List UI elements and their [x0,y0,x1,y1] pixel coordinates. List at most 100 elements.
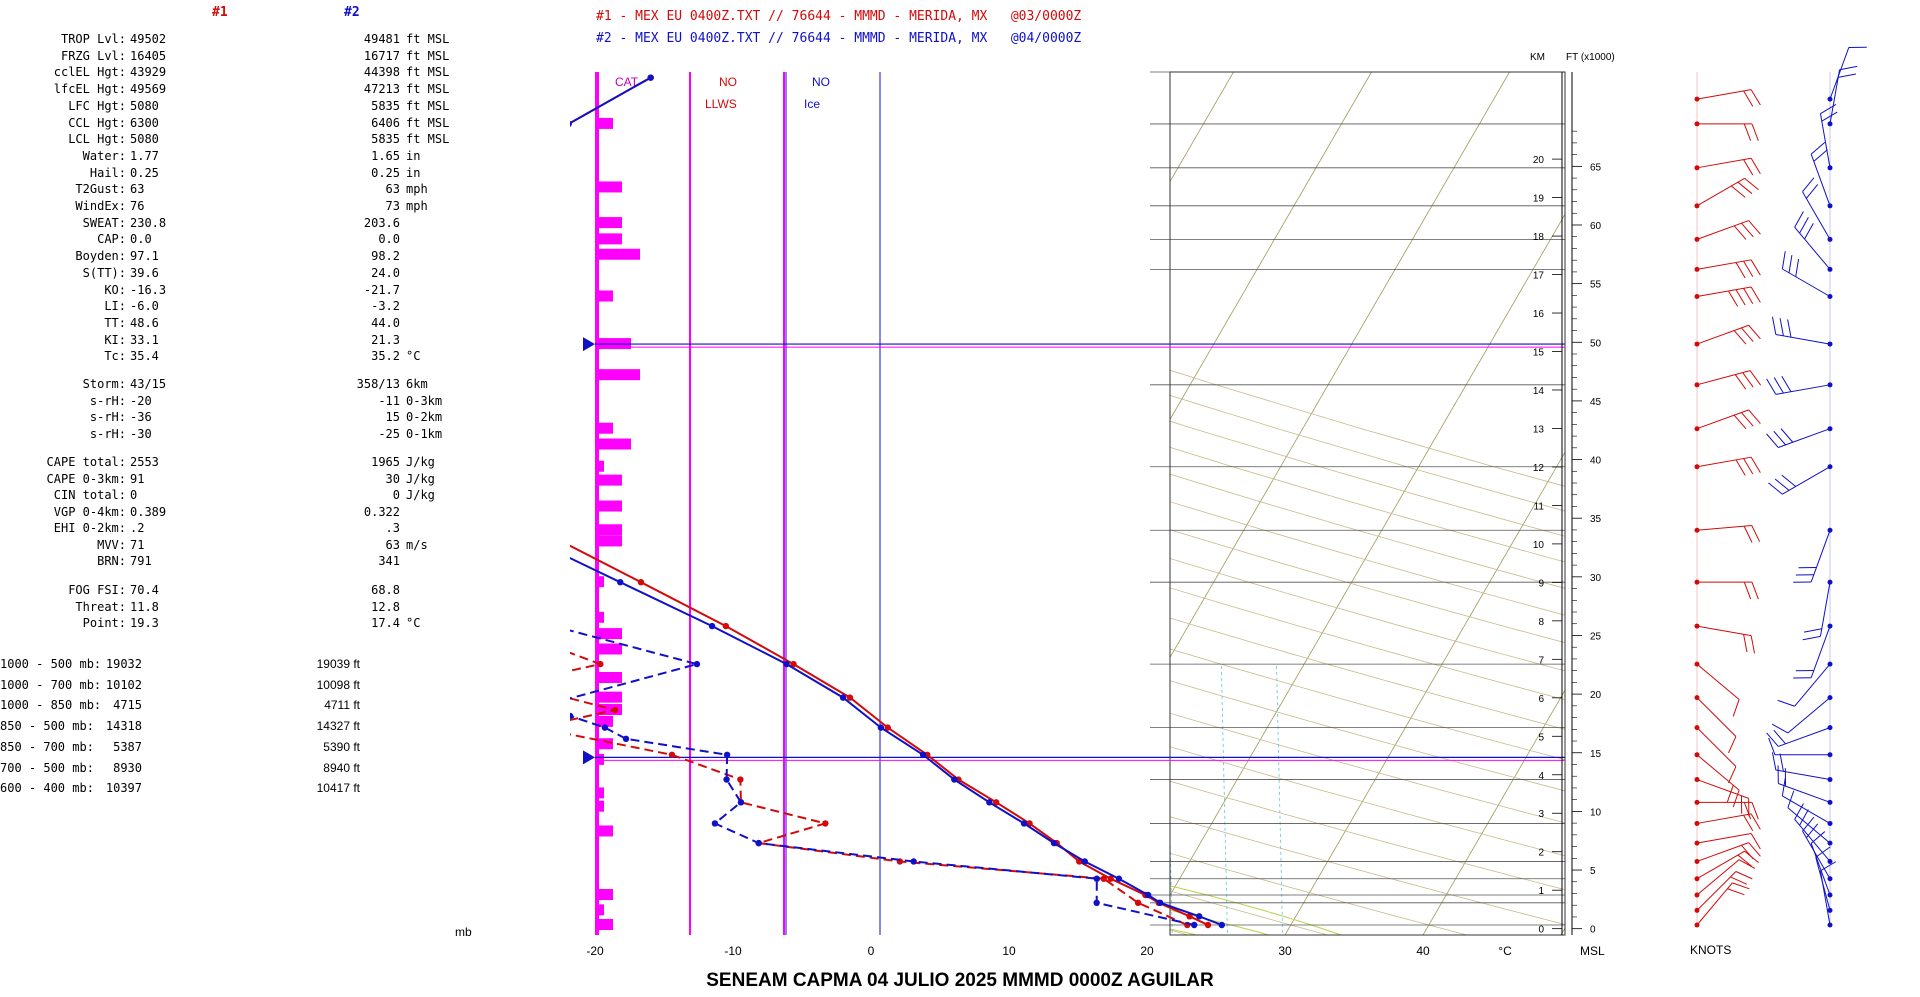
wind-barb-point [1694,752,1700,758]
wind-barb-flag [1804,223,1814,240]
mixing-ratio-line [1170,817,1173,935]
temperature-point [951,776,958,783]
dry-adiabat [1170,617,1565,730]
dewpoint-point [601,724,609,731]
mixing-ratio-line [780,664,786,939]
temp-axis-label: °C [1498,944,1512,958]
mixing-ratio-line [1056,664,1062,939]
mixing-ratio-line [1111,664,1117,939]
indices-v2: 5835 [371,98,400,113]
moist-adiabat [570,467,1076,939]
wind-barb-point [1694,96,1700,102]
cape-label: EHI 0-2km: [53,521,126,535]
wind-barb-point [1827,752,1833,758]
thickness-v1: 8930 [113,760,142,775]
cape-v1: 0 [130,488,138,502]
cape-v1: 791 [130,554,152,568]
thickness-v1: 14318 [105,719,142,734]
wind-barb-flag [1732,882,1750,890]
wind-barb-flag [1768,737,1776,755]
dry-adiabat [1170,712,1565,824]
storm-unit: 0-2km [406,410,443,424]
wind-barb-point [1694,426,1700,432]
wind-barb-flag [1734,374,1747,390]
llws-label-no: NO [719,75,737,89]
llws-label: LLWS [705,97,737,111]
wind-barb-flag [1748,220,1761,235]
wind-barb-flag [1781,474,1797,487]
indices-label: T2Gust: [75,182,126,197]
wind-barb-flag [1735,289,1746,306]
wind-barb-flag [1748,324,1761,340]
wind-barb-point [1827,820,1833,826]
cape-v2: .3 [385,521,400,535]
wind-barb-flag [1766,378,1777,395]
cat-bar [595,474,622,486]
dewpoint-point [723,751,731,758]
series-1 [570,74,1212,929]
km-tick-label: 8 [1538,617,1544,628]
wind-barb-shaft [1696,625,1752,637]
wind-barb-flag [1750,456,1761,473]
km-tick-label: 1 [1538,886,1544,897]
wind-barb-point [1694,777,1700,783]
storm-v1: -36 [130,410,152,424]
cat-bar [595,904,604,916]
cat-bar [595,671,622,683]
wind-barb-flag [1781,778,1786,797]
ft-tick-label: 60 [1590,221,1602,232]
dewpoint-point [822,820,829,827]
thickness-label: 1000 - 850 mb: [0,698,102,713]
dry-adiabat [570,72,922,939]
wind-barb-shaft [1794,226,1831,270]
km-tick-label: 2 [1538,848,1544,859]
indices-unit: mph [406,182,428,197]
wind-barb-point [1694,527,1700,533]
wind-barb-flag [1741,327,1754,342]
wind-barb-shaft [1696,524,1752,531]
indices-v2: -21.7 [363,282,400,297]
dewpoint-point [1093,899,1100,907]
wind-barb-shaft [1696,259,1752,270]
wind-barb-flag [1750,833,1761,850]
dewpoint-point [755,839,762,847]
wind-barb-shaft [1787,807,1831,844]
indices-v1: 33.1 [130,332,159,347]
thickness-v1: 4715 [113,698,142,713]
isotherm [1170,72,1372,421]
storm-v2: -25 [378,426,400,441]
wind-barb-shaft [1819,113,1831,168]
wind-barb-flag [1726,785,1734,803]
temp-tick-label: -10 [724,944,742,958]
wind-barb-flag [1742,372,1754,388]
indices-unit: in [406,165,421,180]
wind-barb-shaft [1802,191,1831,240]
isotherm [593,72,1096,939]
wind-barb-flag [1743,582,1752,600]
wind-barb-point [1827,236,1833,242]
isotherm [1170,72,1234,183]
dewpoint-point [693,660,701,668]
cape-unit: J/kg [406,455,435,469]
wind-barb-shaft [1696,177,1745,207]
wind-barb-flag [1839,65,1858,71]
dry-adiabat [1170,852,1469,935]
indices-unit: in [406,148,421,163]
wind-barb-flag [1779,753,1784,772]
wind-barb-flag [1799,217,1809,234]
thickness-label: 1000 - 500 mb: [0,657,102,671]
fog-v2: 68.8 [371,583,400,597]
cat-bar [595,888,613,900]
wind-barb-flag [1743,90,1754,107]
fog-v2: 17.4 [371,616,400,630]
wind-barb-flag [1813,149,1828,162]
column-head-1: #1 [212,5,228,20]
indices-unit: ft MSL [406,115,450,130]
mixing-ratio-line [945,664,951,939]
indices-label: WindEx: [75,199,126,213]
cat-bar [595,248,640,260]
ft-tick-label: 40 [1590,456,1602,467]
wind-barb-shaft [1696,813,1752,824]
indices-v2: 44.0 [371,315,400,330]
wind-barb-point [1827,858,1833,864]
